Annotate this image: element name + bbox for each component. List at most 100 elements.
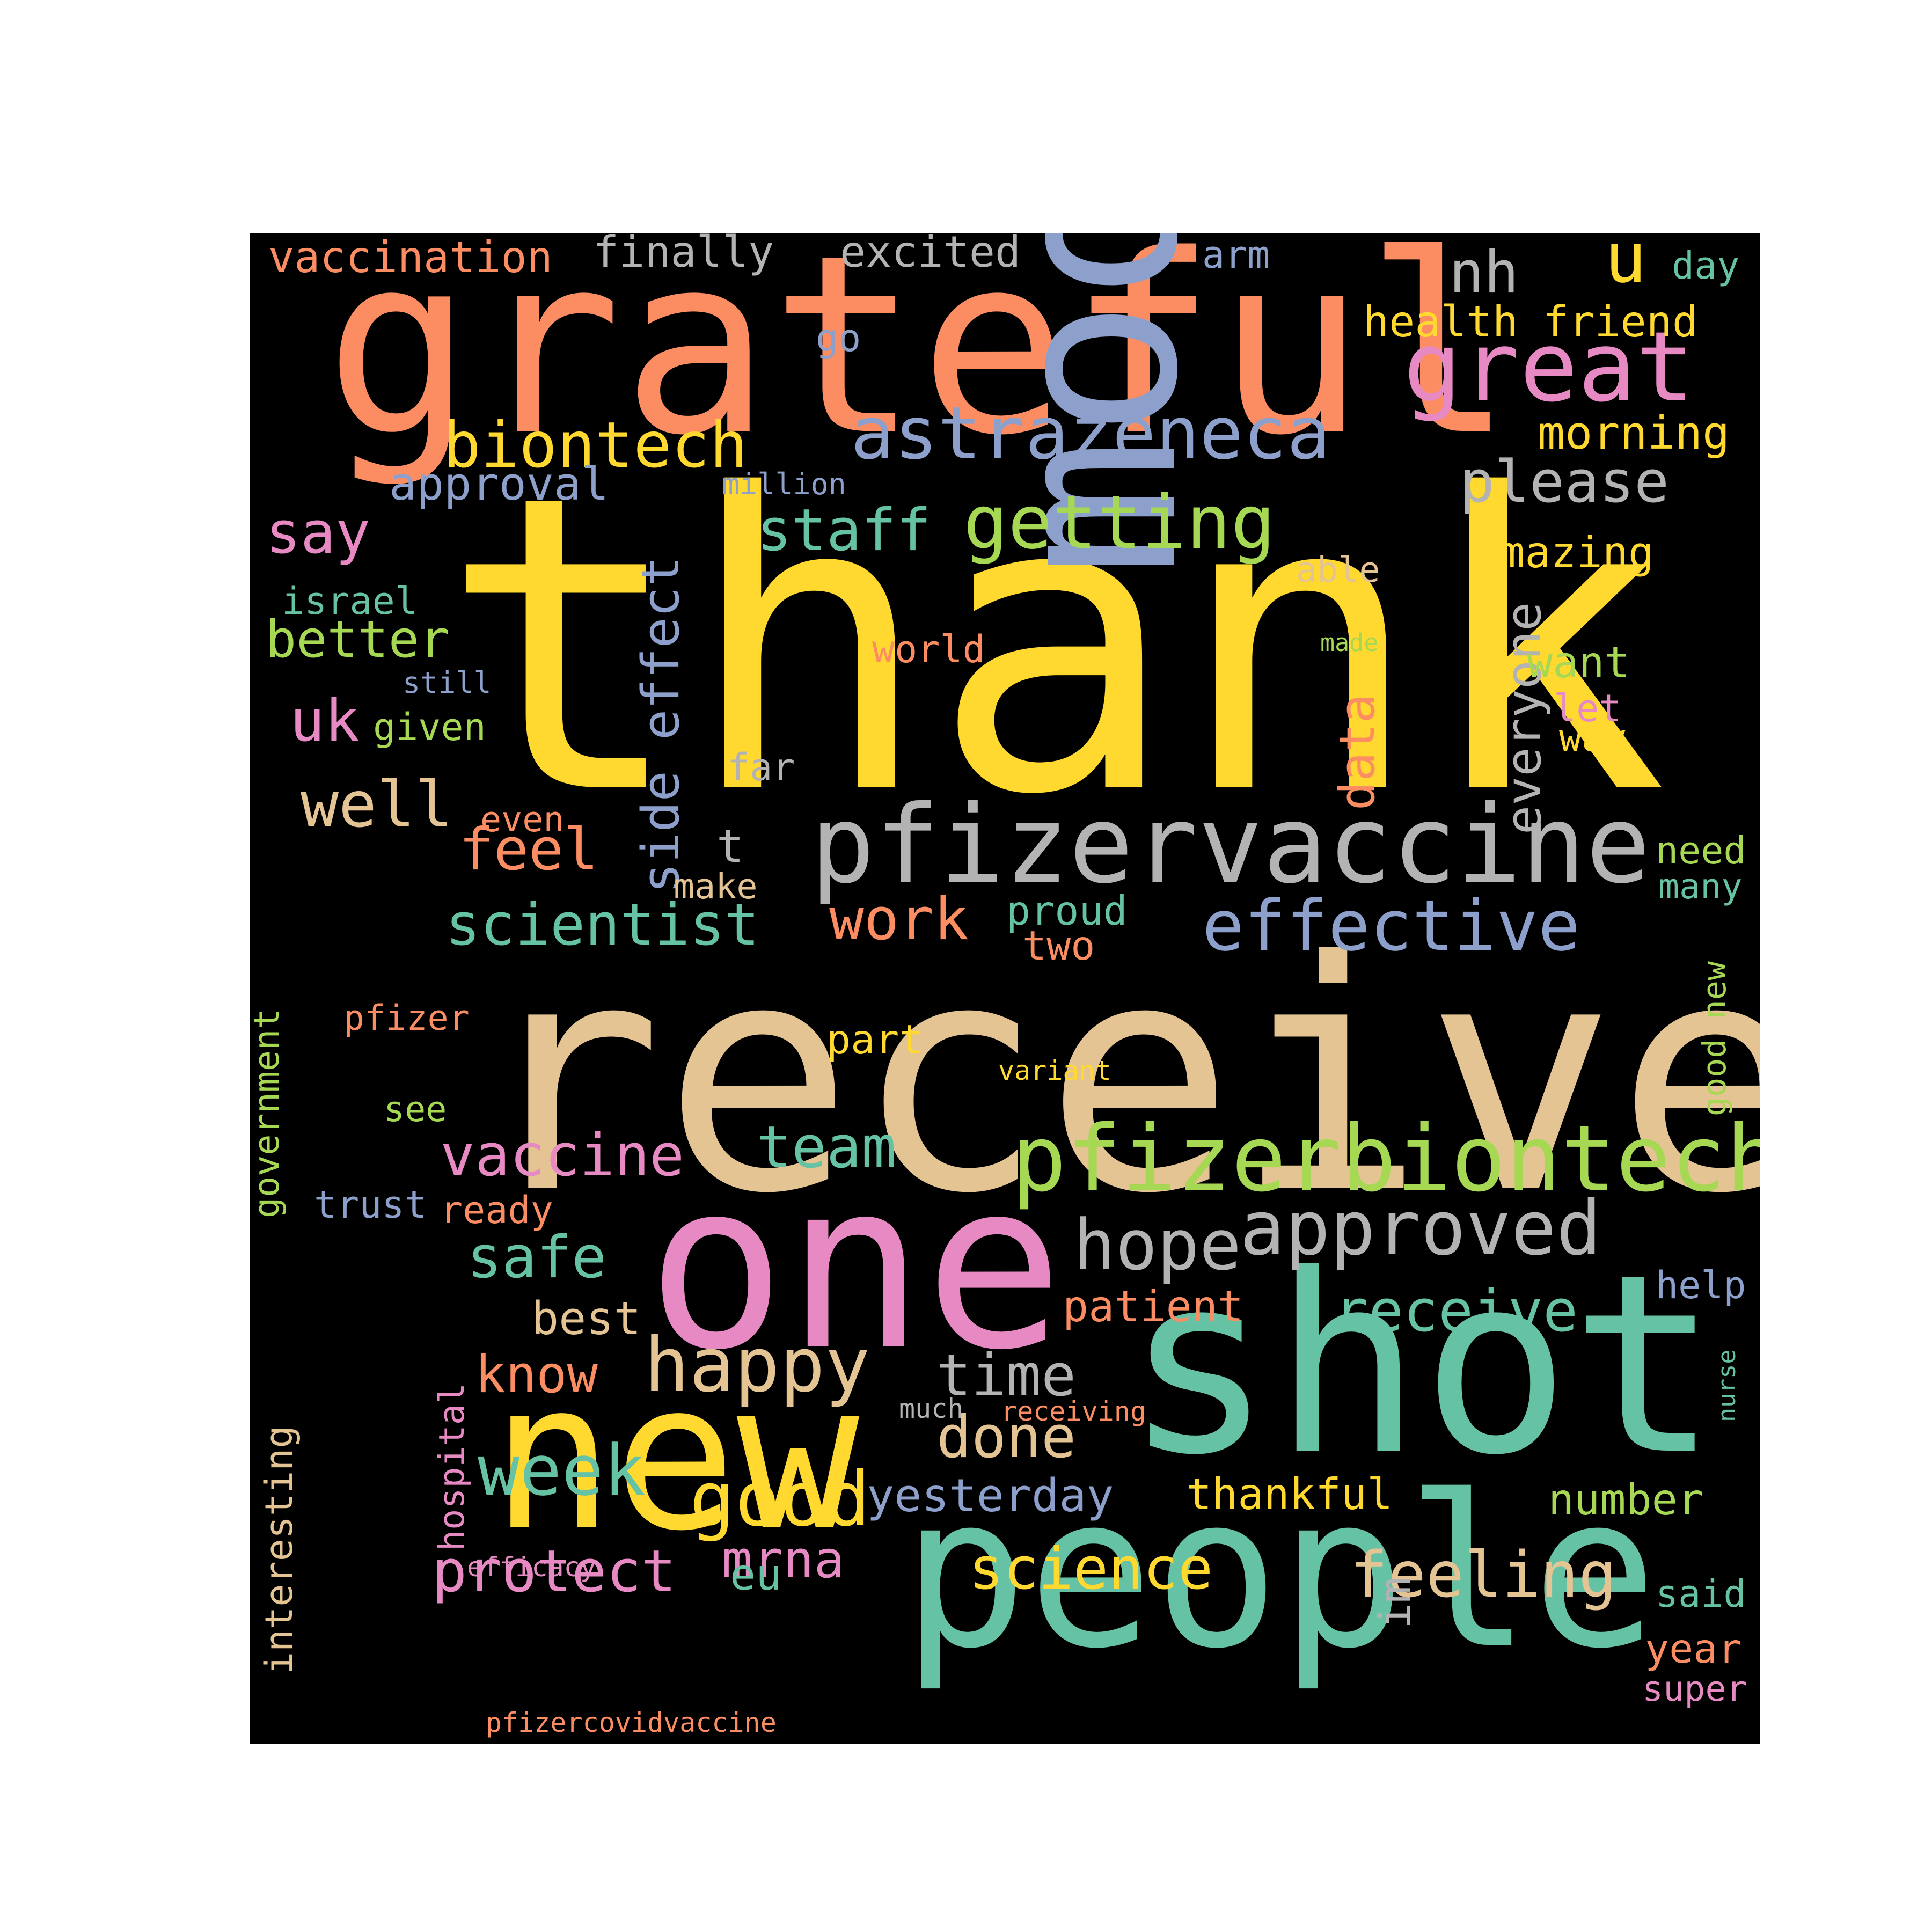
word-thankful: thankful <box>1186 1469 1393 1519</box>
word-let: let <box>1554 686 1622 730</box>
word-eu: eu <box>730 1550 782 1600</box>
word-vaccine: vaccine <box>440 1122 685 1189</box>
word-hope: hope <box>1073 1204 1242 1286</box>
word-finally: finally <box>593 233 774 277</box>
word-day: day <box>1672 244 1740 288</box>
word-scientist: scientist <box>445 891 760 958</box>
word-time: time <box>936 1342 1077 1409</box>
word-yesterday: yesterday <box>867 1469 1114 1523</box>
word-say: say <box>266 500 371 567</box>
word-part: part <box>826 1016 924 1063</box>
word-pfizervaccine: pfizervaccine <box>810 782 1651 908</box>
word-interesting: interesting <box>257 1425 301 1674</box>
word-data: data <box>1329 694 1386 810</box>
word-variant: variant <box>998 1055 1111 1086</box>
word-amazing: amazing <box>1473 528 1655 577</box>
word-thank: thank <box>440 409 1668 884</box>
word-pfizer: pfizer <box>343 998 470 1038</box>
word-cloud: thank received grateful moderna shot one… <box>250 233 1760 1744</box>
word-effective: effective <box>1202 885 1580 967</box>
word-biontech: biontech <box>443 408 748 482</box>
word-given: given <box>373 705 486 749</box>
word-people: people <box>902 1451 1658 1694</box>
word-even: even <box>480 800 565 840</box>
word-far: far <box>727 745 795 789</box>
word-team: team <box>757 1114 897 1181</box>
word-pfizerbiontech: pfizerbiontech <box>1012 1106 1760 1212</box>
word-science: science <box>969 1535 1213 1602</box>
word-want: want <box>1527 638 1630 687</box>
word-way: way <box>1559 716 1627 760</box>
word-pfizercovidvaccine: pfizercovidvaccine <box>486 1707 777 1738</box>
word-uk: uk <box>290 687 360 755</box>
word-great: great <box>1403 311 1694 423</box>
word-happy: happy <box>644 1322 870 1409</box>
word-u: u <box>1605 233 1647 298</box>
word-need: need <box>1656 829 1746 873</box>
word-grateful: grateful <box>325 233 1514 489</box>
word-million: million <box>722 467 846 501</box>
word-excited: excited <box>840 233 1021 277</box>
word-arm: arm <box>1202 233 1270 277</box>
word-please: please <box>1460 449 1670 516</box>
word-well: well <box>301 767 453 841</box>
word-government: government <box>250 1008 287 1218</box>
word-nh: nh <box>1449 239 1519 306</box>
word-hospital: hospital <box>432 1382 472 1551</box>
word-good: good <box>690 1456 871 1543</box>
word-see: see <box>384 1089 447 1130</box>
word-go: go <box>816 316 861 360</box>
word-many: many <box>1658 867 1743 907</box>
word-staff: staff <box>757 497 932 564</box>
word-protect: protect <box>432 1538 677 1605</box>
word-astrazeneca: astrazeneca <box>851 391 1331 475</box>
word-friend: friend <box>1543 297 1698 347</box>
word-good-new: good new <box>1696 961 1733 1116</box>
word-work: work <box>829 886 969 953</box>
word-best: best <box>531 1292 641 1345</box>
word-number: number <box>1548 1475 1703 1525</box>
word-approval: approval <box>389 458 609 511</box>
word-one: one <box>647 1132 1064 1401</box>
word-everyone: everyone <box>1496 602 1552 835</box>
word-know: know <box>475 1345 598 1404</box>
word-health: health <box>1363 297 1518 347</box>
word-ready: ready <box>440 1188 553 1232</box>
word-morning: morning <box>1538 407 1730 460</box>
word-super: super <box>1642 1669 1747 1709</box>
word-nurse: nurse <box>1713 1349 1741 1422</box>
word-approved: approved <box>1240 1185 1602 1272</box>
word-receive: receive <box>1334 1278 1578 1345</box>
word-feeling: feeling <box>1350 1538 1617 1612</box>
word-said: said <box>1656 1572 1746 1616</box>
word-received: received <box>472 894 1760 1263</box>
word-week: week <box>478 1430 646 1511</box>
word-two: two <box>1022 922 1095 969</box>
word-year: year <box>1645 1625 1742 1672</box>
word-efficacy: efficacy <box>467 1552 596 1583</box>
word-feel: feel <box>459 816 599 883</box>
word-done: done <box>936 1404 1077 1471</box>
word-im: im <box>1370 1577 1420 1629</box>
word-patient: patient <box>1063 1282 1244 1331</box>
word-help: help <box>1656 1263 1746 1307</box>
word-better: better <box>266 610 450 669</box>
word-safe: safe <box>467 1224 607 1291</box>
word-new: new <box>491 1338 860 1576</box>
word-t: t <box>716 820 744 873</box>
word-mrna: mrna <box>722 1531 845 1590</box>
word-world: world <box>872 627 985 671</box>
word-proud: proud <box>1006 887 1128 934</box>
word-vaccination: vaccination <box>268 233 553 282</box>
word-israel: israel <box>282 579 418 623</box>
word-able: able <box>1296 550 1380 590</box>
word-trust: trust <box>314 1183 427 1227</box>
word-shot: shot <box>1124 1222 1719 1509</box>
word-much: much <box>899 1393 964 1424</box>
word-make: make <box>674 867 758 907</box>
word-side-effect: side effect <box>632 555 691 894</box>
word-getting: getting <box>963 479 1276 566</box>
word-made: made <box>1320 628 1379 657</box>
word-receiving: receiving <box>1001 1396 1146 1427</box>
word-still: still <box>402 665 492 700</box>
